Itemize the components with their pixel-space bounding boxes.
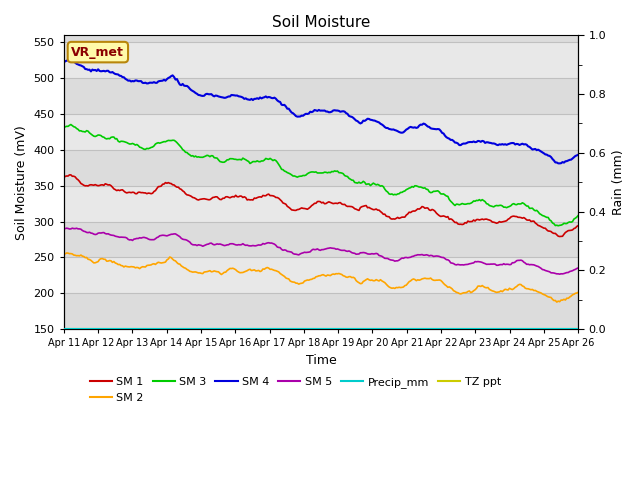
Y-axis label: Rain (mm): Rain (mm) <box>612 149 625 215</box>
Bar <box>64 222 579 257</box>
Text: VR_met: VR_met <box>72 46 124 59</box>
Legend: SM 1, SM 2, SM 3, SM 4, SM 5, Precip_mm, TZ ppt: SM 1, SM 2, SM 3, SM 4, SM 5, Precip_mm,… <box>85 372 506 407</box>
Bar <box>64 43 579 78</box>
Y-axis label: Soil Moisture (mV): Soil Moisture (mV) <box>15 125 28 240</box>
Bar <box>64 186 579 222</box>
X-axis label: Time: Time <box>306 354 337 367</box>
Title: Soil Moisture: Soil Moisture <box>272 15 370 30</box>
Bar <box>64 257 579 293</box>
Bar <box>64 78 579 114</box>
Bar <box>64 150 579 186</box>
Bar <box>64 293 579 329</box>
Bar <box>64 114 579 150</box>
